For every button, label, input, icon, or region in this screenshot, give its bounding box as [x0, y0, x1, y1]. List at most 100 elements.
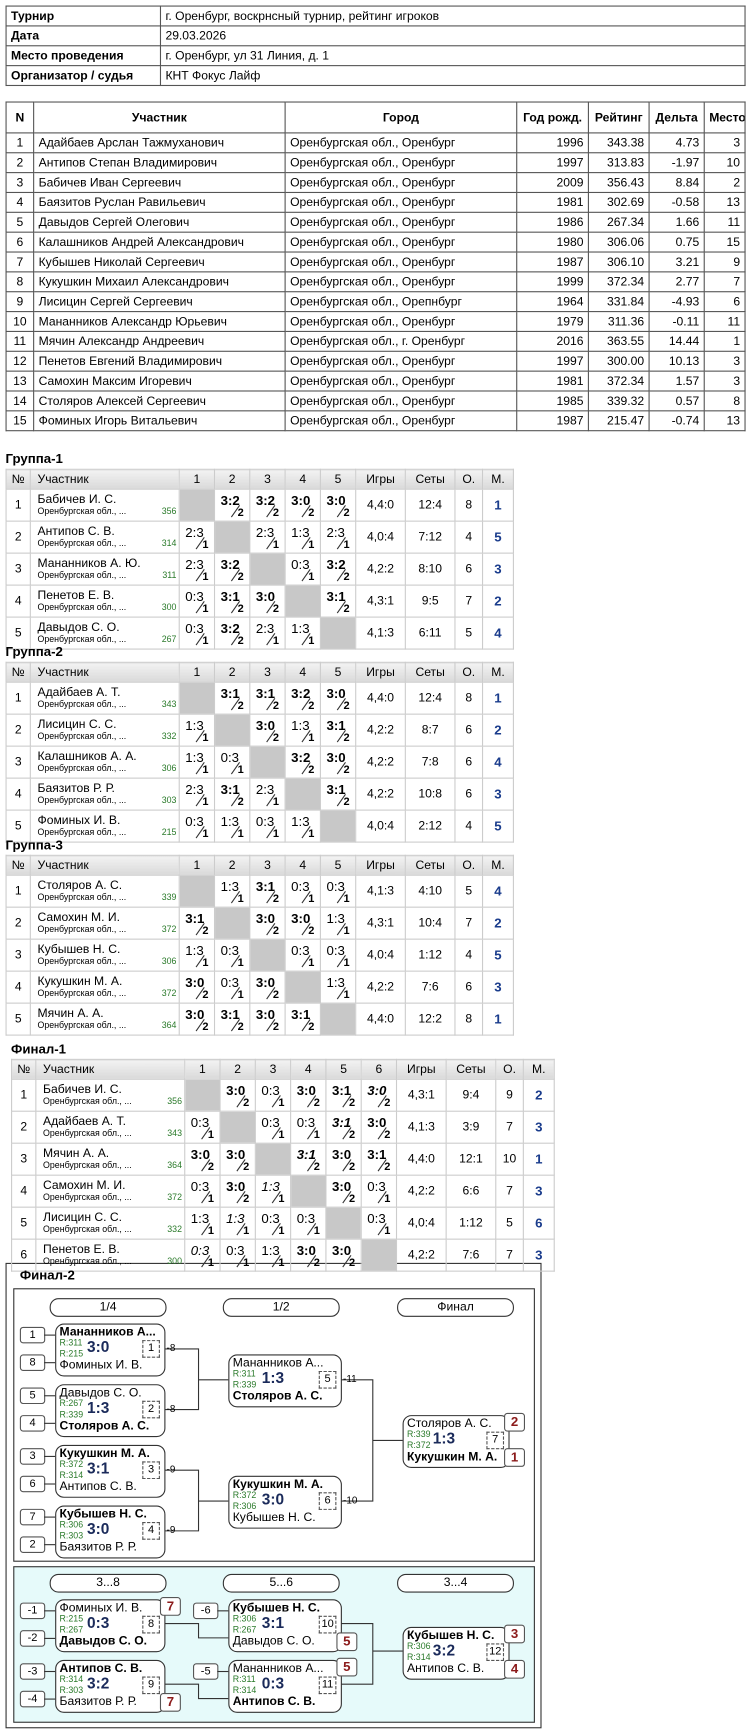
- score: 3:0 2: [329, 1144, 359, 1174]
- header-cell: N: [5, 101, 35, 134]
- games: 4,2:2: [355, 970, 406, 1004]
- row-number: 4: [11, 1174, 37, 1208]
- score: 2:3 1: [253, 618, 283, 648]
- score-points: 1: [343, 925, 350, 938]
- place: 6: [522, 1206, 555, 1240]
- header-cell: Рейтинг: [587, 101, 650, 134]
- score-text: 3:0: [326, 493, 346, 509]
- participant-cell: Адайбаев А. Т. Оренбургская обл., ... 343: [29, 681, 180, 715]
- games: 4,4:0: [355, 488, 406, 522]
- cell: Оренбургская обл., Оренбург: [284, 370, 518, 392]
- score: 0:3 1: [323, 876, 353, 906]
- score-text: 2:3: [185, 781, 204, 798]
- diagonal-cell: [249, 938, 286, 972]
- header-cell: 6: [360, 1058, 398, 1080]
- score: 3:2 2: [323, 554, 353, 584]
- cell: 356.43: [587, 172, 650, 194]
- sets: 1:12: [445, 1206, 497, 1240]
- cell: Оренбургская обл., Оренбург: [284, 172, 518, 194]
- player-name: Антипов С. В.: [232, 1695, 316, 1709]
- score: 2:3 1: [182, 522, 212, 552]
- score-text: 3:0: [255, 911, 276, 927]
- sets: 10:4: [404, 906, 456, 940]
- city: Оренбургская обл., ...: [37, 538, 127, 549]
- score-text: 3:0: [255, 718, 276, 734]
- player-rating: R:311: [232, 1674, 256, 1685]
- score-points: 2: [243, 1161, 250, 1174]
- score: 1:3 1: [323, 972, 353, 1002]
- score-points: 1: [308, 828, 315, 841]
- rating: 332: [161, 731, 177, 742]
- header-cell: М.: [522, 1058, 555, 1080]
- points: 4: [454, 938, 484, 972]
- score-cell: 1:3 1: [319, 906, 357, 940]
- place: 3: [481, 777, 514, 811]
- score-text: 3:1: [220, 1006, 240, 1023]
- group-row: 6 Пенетов Е. В. Оренбургская обл., ... 300 0…: [11, 1238, 555, 1272]
- score-cell: 3:0 2: [219, 1142, 256, 1176]
- score-cell: 0:3 1: [319, 874, 357, 908]
- participant-cell: Баязитов Р. Р. Оренбургская обл., ... 303: [29, 777, 180, 811]
- score-points: 1: [308, 539, 315, 552]
- participant-cell: Фоминых И. В. Оренбургская обл., ... 215: [29, 809, 180, 843]
- score-cell: 3:0 2: [284, 488, 321, 522]
- score-points: 2: [272, 507, 280, 520]
- player-name: Антипов С. В.: [59, 1662, 143, 1676]
- city: Оренбургская обл., ...: [43, 1192, 132, 1203]
- cell: -0.58: [648, 191, 705, 213]
- cell: 1964: [516, 291, 589, 313]
- final-place: 7: [159, 1693, 181, 1712]
- cell: 4.73: [648, 132, 705, 154]
- score-points: 1: [278, 1193, 285, 1206]
- seed: 6: [19, 1475, 46, 1493]
- cell: 3: [703, 370, 746, 392]
- seed: 7: [19, 1508, 46, 1526]
- score: 2:3 1: [182, 554, 212, 584]
- score-points: 2: [272, 732, 280, 745]
- cell: Столяров Алексей Сергеевич: [33, 390, 286, 412]
- name: Столяров А. С.: [37, 879, 123, 893]
- player-rating: R:215: [59, 1348, 84, 1359]
- player-rating: R:306: [232, 1613, 257, 1624]
- score: 0:3 1: [217, 972, 247, 1002]
- score-cell: 3:2 2: [284, 681, 321, 715]
- score-text: 3:1: [291, 1006, 311, 1023]
- cell: Лисицин Сергей Сергеевич: [33, 291, 286, 313]
- place: 2: [481, 584, 514, 618]
- match-number: 7: [486, 1431, 505, 1450]
- cell: 1996: [516, 132, 589, 154]
- rating: 343: [161, 699, 177, 710]
- rating: 372: [167, 1192, 182, 1203]
- score-text: 1:3: [185, 718, 204, 734]
- player-name: Баязитов Р. Р.: [59, 1540, 137, 1555]
- score: 3:0 2: [223, 1144, 253, 1174]
- info-row: Дата 29.03.2026: [5, 25, 746, 47]
- score-cell: 3:0 2: [178, 1002, 216, 1036]
- player-name: Кубышев Н. С.: [232, 1511, 316, 1525]
- header-cell: Участник: [29, 854, 180, 876]
- rating: 356: [167, 1096, 182, 1107]
- points: 5: [454, 874, 484, 908]
- score-text: 1:3: [291, 620, 310, 637]
- score-cell: 1:3 1: [254, 1174, 292, 1208]
- cell: 2016: [516, 330, 589, 352]
- score-cell: 1:3 1: [284, 713, 321, 747]
- cell: 4: [5, 191, 35, 213]
- cell: 10.13: [648, 350, 705, 372]
- header-cell: №: [5, 661, 31, 683]
- participant-cell: Кукушкин М. А. Оренбургская обл., ... 372: [29, 970, 180, 1004]
- header-cell: 2: [213, 854, 251, 876]
- cell: 3: [5, 172, 35, 194]
- cell: 372.34: [587, 271, 650, 293]
- rating: 306: [161, 956, 177, 967]
- seed-line: [44, 1516, 56, 1518]
- place: 2: [481, 713, 514, 747]
- seed-line: [44, 1637, 56, 1639]
- score-text: 2:3: [185, 524, 204, 541]
- sets: 8:10: [404, 552, 456, 586]
- diagonal-cell: [178, 681, 216, 715]
- player-rating: R:372: [406, 1440, 431, 1451]
- header-cell: 5: [325, 1058, 362, 1080]
- info-value: г. Оренбург, воскрнсный турнир, рейтинг …: [159, 5, 746, 27]
- score-points: 1: [278, 1225, 285, 1238]
